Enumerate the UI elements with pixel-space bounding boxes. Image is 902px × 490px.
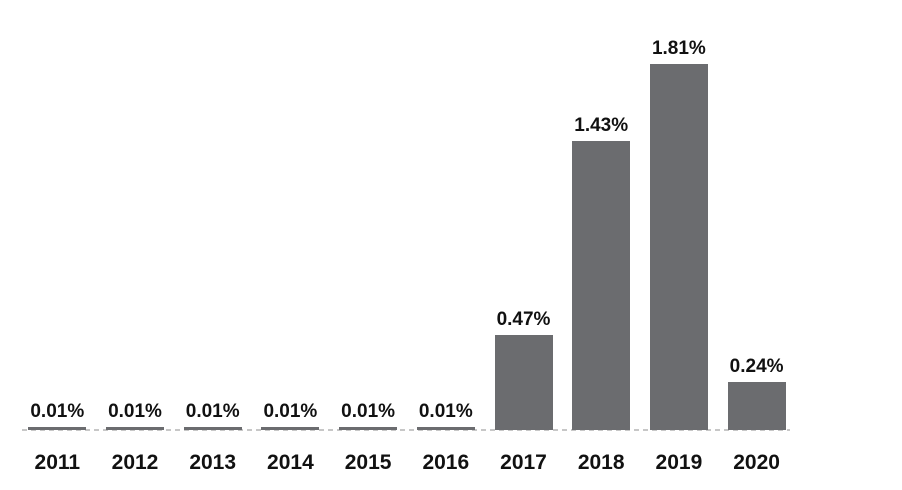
bar	[183, 427, 242, 430]
x-axis-tick-label: 2012	[111, 451, 159, 474]
bar	[727, 382, 786, 430]
bar-value-label: 0.01%	[418, 401, 473, 422]
bar-column-2013: 0.01% 2013	[174, 0, 252, 490]
x-axis-tick-label: 2020	[733, 451, 780, 474]
bar-column-2015: 0.01% 2015	[329, 0, 407, 490]
x-axis-tick-label: 2015	[344, 451, 392, 474]
bar-column-2016: 0.01% 2016	[407, 0, 485, 490]
bar-column-2014: 0.01% 2014	[251, 0, 329, 490]
x-axis-tick-label: 2019	[655, 451, 703, 474]
bar	[261, 427, 320, 430]
x-axis-tick-label: 2018	[577, 451, 625, 474]
bar-value-label: 0.47%	[496, 309, 551, 330]
bar	[494, 335, 553, 430]
bar-column-2019: 1.81% 2019	[640, 0, 718, 490]
bar	[416, 427, 475, 430]
bar	[106, 427, 164, 430]
bar-value-label: 0.01%	[263, 401, 318, 422]
bar	[339, 427, 398, 430]
bar-value-label: 1.43%	[574, 115, 629, 136]
bar-column-2011: 0.01% 2011	[18, 0, 96, 490]
bar-value-label: 1.81%	[651, 38, 706, 59]
bar-value-label: 0.01%	[108, 401, 162, 422]
x-axis-tick-label: 2011	[34, 451, 81, 474]
x-axis-tick-label: 2013	[189, 451, 237, 474]
bar-column-2018: 1.43% 2018	[562, 0, 640, 490]
bar-value-label: 0.01%	[30, 401, 85, 422]
x-axis-tick-label: 2014	[267, 451, 314, 474]
x-axis-baseline	[22, 429, 790, 431]
bar-column-2017: 0.47% 2017	[485, 0, 563, 490]
bar	[28, 427, 87, 430]
bar	[649, 64, 708, 430]
x-axis-tick-label: 2017	[500, 451, 547, 474]
bar-value-label: 0.01%	[185, 401, 240, 422]
x-axis-tick-label: 2016	[422, 451, 470, 474]
bar-column-2020: 0.24% 2020	[718, 0, 796, 490]
bar-column-2012: 0.01% 2012	[96, 0, 174, 490]
bar-value-label: 0.24%	[729, 356, 784, 377]
bar-value-label: 0.01%	[341, 401, 396, 422]
bar	[572, 141, 631, 430]
